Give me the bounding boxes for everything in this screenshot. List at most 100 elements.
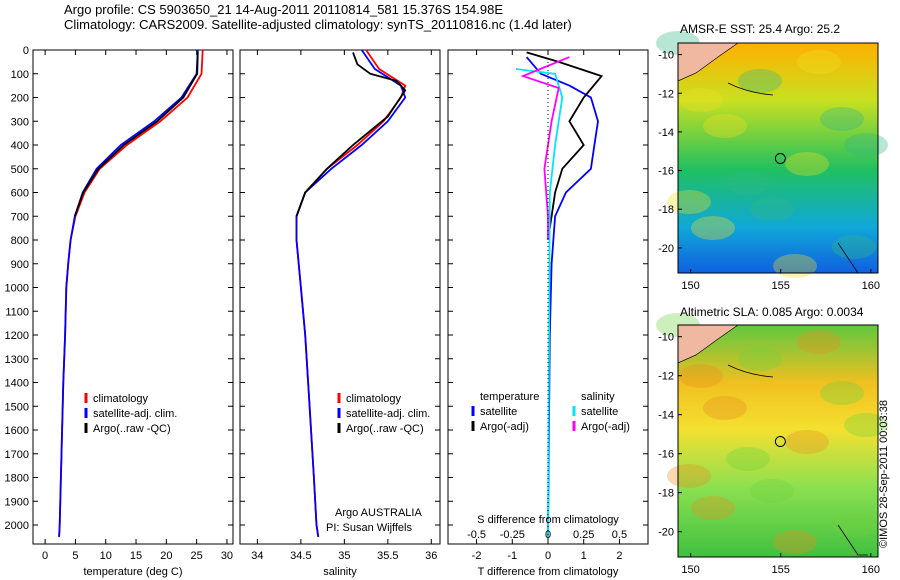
sst-texture [726, 171, 770, 195]
sst-lat-label: -10 [658, 50, 674, 62]
series-line-satellite-adj-clim- [295, 49, 407, 538]
x-axis-label-temperature-profile: temperature (deg C) [83, 566, 182, 578]
y-tick-label: 1100 [5, 306, 29, 318]
sst-texture [832, 235, 876, 259]
imos-credit: ©IMOS 28-Sep-2011 00:03:38 [878, 400, 890, 548]
sla-lat-label: -12 [658, 371, 674, 383]
y-tick-label: 900 [11, 259, 29, 271]
y-tick-label: 600 [11, 188, 29, 200]
sla-texture [726, 447, 770, 471]
legend-salinity-label: Argo(..raw -QC) [346, 423, 424, 435]
y-tick-label: 1500 [5, 401, 29, 413]
y-tick-label: 100 [11, 69, 29, 81]
x-axis-label-top: S difference from climatology [477, 514, 619, 526]
sst-texture [703, 114, 747, 138]
sla-texture [820, 381, 864, 405]
y-tick-label: 1200 [5, 330, 29, 342]
sla-lon-label: 155 [772, 564, 790, 576]
sst-lat-label: -12 [658, 88, 674, 100]
sst-field [678, 43, 878, 273]
y-tick-label: 1600 [5, 425, 29, 437]
x-tick-label-difference-profile: -1 [507, 550, 517, 562]
series-line-satellite-adj-clim- [58, 49, 199, 537]
legend-temperature-label: Argo(..raw -QC) [93, 423, 171, 435]
sla-texture [832, 513, 876, 537]
x-tick-label-s: 0 [545, 529, 551, 541]
legend-s-diff-label: salinity [581, 391, 615, 403]
legend-t-diff-label: Argo(-adj) [480, 421, 529, 433]
sst-lat-label: -16 [658, 166, 674, 178]
plot-frame-temperature-profile [32, 49, 234, 545]
sla-lat-label: -16 [658, 449, 674, 461]
sla-lon-label: 150 [681, 564, 699, 576]
sst-profile-marker [774, 153, 786, 165]
y-tick-label: 700 [11, 211, 29, 223]
series-line-s-argo-adj- [520, 56, 570, 240]
y-tick-label: 400 [11, 140, 29, 152]
sst-lon-label: 155 [772, 280, 790, 292]
y-tick-label: 500 [11, 164, 29, 176]
legend-t-diff-label: temperature [480, 391, 539, 403]
y-tick-label: 1900 [5, 496, 29, 508]
legend-t-diff-label: satellite [480, 406, 517, 418]
series-line-argo-raw-qc- [295, 52, 407, 217]
x-tick-label-salinity-profile: 35.5 [377, 550, 398, 562]
sla-texture [773, 530, 817, 554]
sla-contour [837, 524, 868, 556]
sla-lat-label: -20 [658, 527, 674, 539]
y-tick-label: 1400 [5, 378, 29, 390]
note-pi: PI: Susan Wijffels [326, 522, 412, 534]
x-axis-label-difference-profile: T difference from climatology [478, 566, 619, 578]
sst-lat-label: -14 [658, 127, 674, 139]
series-line-argo-raw-qc- [73, 52, 199, 217]
sst-texture [691, 216, 735, 240]
sst-texture [750, 197, 794, 221]
y-tick-label: 800 [11, 235, 29, 247]
sla-lat-label: -14 [658, 410, 674, 422]
y-tick-label: 200 [11, 93, 29, 105]
sla-texture [738, 347, 782, 371]
sla-texture [797, 330, 841, 354]
x-tick-label-difference-profile: 1 [581, 550, 587, 562]
sla-texture [750, 479, 794, 503]
x-axis-label-salinity-profile: salinity [323, 566, 357, 578]
sst-lat-label: -18 [658, 204, 674, 216]
x-tick-label-temperature-profile: 5 [72, 550, 78, 562]
x-tick-label-salinity-profile: 34 [251, 550, 263, 562]
sla-lon-label: 160 [862, 564, 880, 576]
x-tick-label-s: -0.25 [500, 529, 525, 541]
y-tick-label: 1700 [5, 449, 29, 461]
x-tick-label-s: -0.5 [467, 529, 486, 541]
sla-texture [785, 430, 829, 454]
sla-contour [727, 364, 774, 378]
x-tick-label-s: 0.25 [573, 529, 594, 541]
x-tick-label-temperature-profile: 0 [42, 550, 48, 562]
climatology-title: Climatology: CARS2009. Satellite-adjuste… [64, 17, 572, 32]
sst-texture [773, 254, 817, 278]
y-tick-label: 1000 [5, 283, 29, 295]
sst-lat-label: -20 [658, 243, 674, 255]
x-tick-label-difference-profile: 0 [545, 550, 551, 562]
sla-lat-label: -10 [658, 332, 674, 344]
x-tick-label-salinity-profile: 34.5 [290, 550, 311, 562]
y-tick-label: 1800 [5, 473, 29, 485]
sla-profile-marker [774, 436, 786, 448]
sla-field [678, 325, 878, 557]
plot-frame-salinity-profile [239, 49, 441, 545]
x-tick-label-temperature-profile: 25 [191, 550, 203, 562]
sla-texture [844, 413, 888, 437]
x-tick-label-salinity-profile: 36 [425, 550, 437, 562]
sla-texture [691, 496, 735, 520]
y-tick-label: 0 [23, 45, 29, 57]
x-tick-label-salinity-profile: 35 [338, 550, 350, 562]
sst-texture [797, 50, 841, 74]
x-tick-label-s: 0.5 [612, 529, 627, 541]
legend-temperature-label: satellite-adj. clim. [93, 408, 177, 420]
series-line-s-satellite [515, 68, 564, 537]
legend-salinity-label: climatology [346, 393, 402, 405]
x-tick-label-temperature-profile: 10 [100, 550, 112, 562]
legend-salinity-label: satellite-adj. clim. [346, 408, 430, 420]
sla-frame [677, 324, 879, 558]
series-line-climatology [58, 49, 204, 537]
series-line-t-satellite [525, 56, 599, 537]
